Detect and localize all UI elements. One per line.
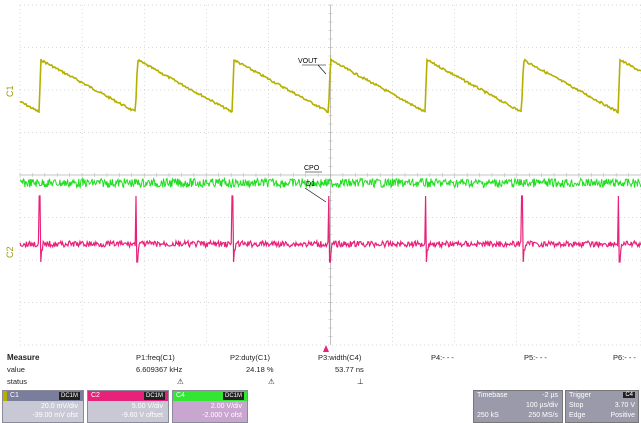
trigger-mode: Stop	[569, 402, 584, 409]
measure-p4-header[interactable]: P4:- - -	[431, 353, 454, 362]
trigger-slope: Positive	[610, 412, 635, 419]
trigger-level: 3.70 V	[614, 402, 635, 409]
cpo-trace	[19, 176, 641, 189]
c4-offset: -2.000 V ofst	[202, 412, 242, 419]
trigger-position-marker[interactable]	[323, 345, 329, 352]
graticule-grid	[19, 4, 641, 346]
c1-channel-marker: C1	[5, 85, 15, 97]
vout-trace	[19, 57, 641, 114]
c2-offset: -9.60 V offset	[121, 412, 163, 419]
measure-title[interactable]: Measure	[7, 353, 40, 362]
timebase-rate: 250 MS/s	[528, 412, 558, 419]
c1-volts-div: 20.0 mV/div	[41, 403, 78, 410]
measure-p3-header[interactable]: P3:width(C4)	[318, 353, 362, 362]
waveform-svg: VOUT CPO D1	[19, 4, 641, 352]
timebase-samples: 250 kS	[477, 412, 499, 419]
d1-trace	[19, 195, 641, 263]
measure-p1-header[interactable]: P1:freq(C1)	[136, 353, 175, 362]
vout-leader-diag	[317, 64, 327, 75]
measure-p1-value: 6.609367 kHz	[136, 365, 183, 374]
measure-p5-header[interactable]: P5:- - -	[524, 353, 547, 362]
measure-p3-value: 53.77 ns	[335, 365, 364, 374]
channel-descriptor-bar: C1 DC1M 20.0 mV/div -39.00 mV ofst C2 DC…	[0, 390, 641, 423]
c2-name: C2	[91, 392, 100, 399]
measure-header-row: Measure P1:freq(C1) P2:duty(C1) P3:width…	[0, 353, 641, 363]
measure-value-label: value	[7, 365, 25, 374]
measure-p3-status-icon: ⊥	[357, 377, 364, 386]
measure-value-row: value 6.609367 kHz 24.18 % 53.77 ns	[0, 365, 641, 375]
d1-annotation: D1	[306, 181, 315, 188]
c2-volts-div: 5.00 V/div	[131, 403, 163, 410]
c2-coupling: DC1M	[143, 392, 165, 400]
measure-p2-value: 24.18 %	[246, 365, 274, 374]
c1-name: C1	[10, 392, 19, 399]
trigger-label: Trigger	[569, 392, 591, 399]
timebase-delay: -2 µs	[542, 392, 558, 399]
timebase-time-div: 100 µs/div	[525, 402, 558, 409]
c4-descriptor-box[interactable]: C4 DC1M 2.00 V/div -2.000 V ofst	[172, 390, 248, 423]
timebase-box[interactable]: Timebase -2 µs 100 µs/div 250 kS 250 MS/…	[473, 390, 563, 423]
c2-descriptor-box[interactable]: C2 DC1M 5.00 V/div -9.60 V offset	[87, 390, 169, 423]
measure-status-row: status ⚠ ⚠ ⊥	[0, 377, 641, 387]
measure-status-label: status	[7, 377, 28, 386]
c4-coupling: DC1M	[222, 392, 244, 400]
c4-name: C4	[176, 392, 185, 399]
timebase-label: Timebase	[477, 392, 508, 399]
measure-p6-header[interactable]: P6:- - -	[613, 353, 636, 362]
c4-volts-div: 2.00 V/div	[210, 403, 242, 410]
c1-descriptor-box[interactable]: C1 DC1M 20.0 mV/div -39.00 mV ofst	[2, 390, 84, 423]
vout-annotation: VOUT	[298, 58, 318, 65]
measure-panel: Measure P1:freq(C1) P2:duty(C1) P3:width…	[0, 352, 641, 390]
c2-channel-marker: C2	[5, 246, 15, 258]
d1-leader-line	[304, 187, 327, 203]
trigger-box[interactable]: Trigger C4 Stop 3.70 V Edge Positive	[565, 390, 639, 423]
measure-p2-status-icon: ⚠	[268, 377, 275, 386]
measure-p2-header[interactable]: P2:duty(C1)	[230, 353, 271, 362]
c1-coupling: DC1M	[58, 392, 80, 400]
cpo-annotation: CPO	[304, 165, 320, 172]
c1-offset: -39.00 mV ofst	[32, 412, 78, 419]
trigger-channel: C4	[623, 392, 635, 398]
measure-p1-status-icon: ⚠	[177, 377, 184, 386]
trigger-type: Edge	[569, 412, 586, 419]
waveform-display[interactable]: VOUT CPO D1 C1 C2	[0, 0, 641, 352]
